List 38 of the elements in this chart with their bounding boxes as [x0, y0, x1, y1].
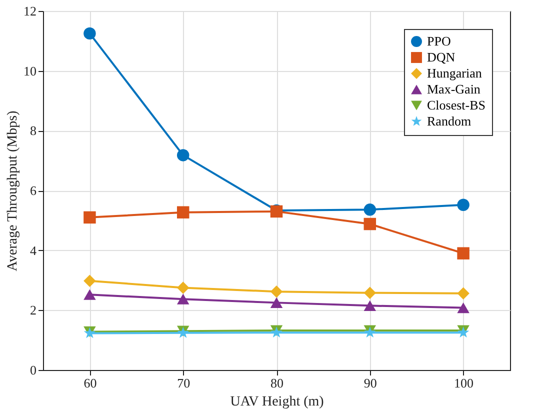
point: [364, 204, 376, 216]
legend-label: Max-Gain: [427, 82, 481, 96]
x-tick-label: 90: [364, 376, 377, 390]
point: [457, 302, 470, 314]
point: [364, 300, 376, 311]
x-tick-label: 80: [270, 376, 284, 390]
point: [84, 27, 96, 40]
y-tick-label: 8: [30, 123, 36, 138]
point: [176, 282, 190, 294]
y-axis-title: Average Throughput (Mbps): [6, 110, 20, 272]
point: [270, 285, 283, 298]
x-tick-label: 70: [177, 376, 190, 390]
point: [176, 149, 190, 162]
point: [176, 294, 190, 304]
point: [457, 287, 470, 300]
legend-label: Hungarian: [427, 66, 482, 80]
legend-label: PPO: [427, 34, 451, 48]
y-tick-label: 6: [30, 183, 37, 198]
point: [84, 274, 96, 287]
y-tick-label: 12: [24, 4, 36, 18]
y-tick-label: 10: [24, 63, 36, 78]
legend-label: Random: [427, 114, 472, 128]
y-tick-label: 4: [30, 242, 37, 258]
legend-label: DQN: [427, 50, 456, 64]
x-tick-label: 60: [84, 376, 97, 390]
point: [457, 247, 470, 260]
y-tick-label: 2: [30, 302, 36, 318]
x-axis-title: UAV Height (m): [230, 394, 324, 410]
point: [364, 218, 376, 230]
point: [84, 211, 96, 224]
point: [364, 286, 376, 299]
point: [270, 297, 283, 308]
y-tick-label: 0: [30, 362, 36, 378]
x-tick-label: 100: [454, 376, 474, 390]
point: [457, 198, 470, 211]
point: [84, 289, 96, 300]
point: [176, 206, 190, 218]
legend-label: Closest-BS: [427, 98, 486, 112]
